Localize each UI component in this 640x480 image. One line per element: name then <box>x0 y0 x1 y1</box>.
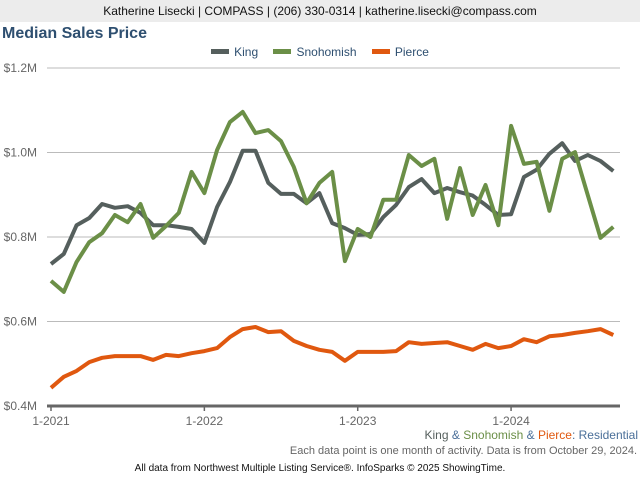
y-tick-label: $0.4M <box>4 399 37 413</box>
footer-credits: All data from Northwest Multiple Listing… <box>134 463 506 474</box>
legend-item-king[interactable]: King <box>211 45 258 59</box>
x-tick-label: 1-2024 <box>492 414 530 428</box>
y-tick-label: $0.6M <box>4 315 37 329</box>
subtitle-residential: : Residential <box>571 428 638 442</box>
subtitle-pierce: Pierce <box>537 428 572 442</box>
legend-item-snohomish[interactable]: Snohomish <box>273 45 357 59</box>
line-chart: $0.4M $0.6M $0.8M $1.0M $1.2M 1-2021 1-2022 1-2… <box>4 61 620 428</box>
data-note: Each data point is one month of activity… <box>289 445 637 457</box>
legend-swatch-pierce <box>371 49 390 55</box>
subtitle-amp: & <box>523 428 538 442</box>
y-tick-label: $0.8M <box>4 230 37 244</box>
chart-subtitle: King & Snohomish & Pierce: Residential <box>425 428 638 442</box>
subtitle-amp: & <box>448 428 464 442</box>
x-tick-label: 1-2023 <box>339 414 377 428</box>
y-tick-label: $1.0M <box>4 146 37 160</box>
y-tick-label: $1.2M <box>4 61 37 75</box>
chart-title: Median Sales Price <box>2 25 147 42</box>
legend: King Snohomish Pierce <box>0 45 640 59</box>
legend-label: King <box>234 45 259 59</box>
legend-swatch-snohomish <box>273 49 292 55</box>
legend-swatch-king <box>211 49 230 55</box>
x-tick-label: 1-2021 <box>32 414 70 428</box>
series-line-snohomish <box>49 109 615 294</box>
legend-item-pierce[interactable]: Pierce <box>371 45 429 59</box>
contact-header: Katherine Lisecki | COMPASS | (206) 330-… <box>0 0 640 22</box>
legend-label: Pierce <box>394 45 429 59</box>
series-line-pierce <box>49 325 615 390</box>
subtitle-snohomish: Snohomish <box>463 428 524 442</box>
legend-label: Snohomish <box>296 45 357 59</box>
x-tick-label: 1-2022 <box>186 414 224 428</box>
subtitle-king: King <box>424 428 449 442</box>
